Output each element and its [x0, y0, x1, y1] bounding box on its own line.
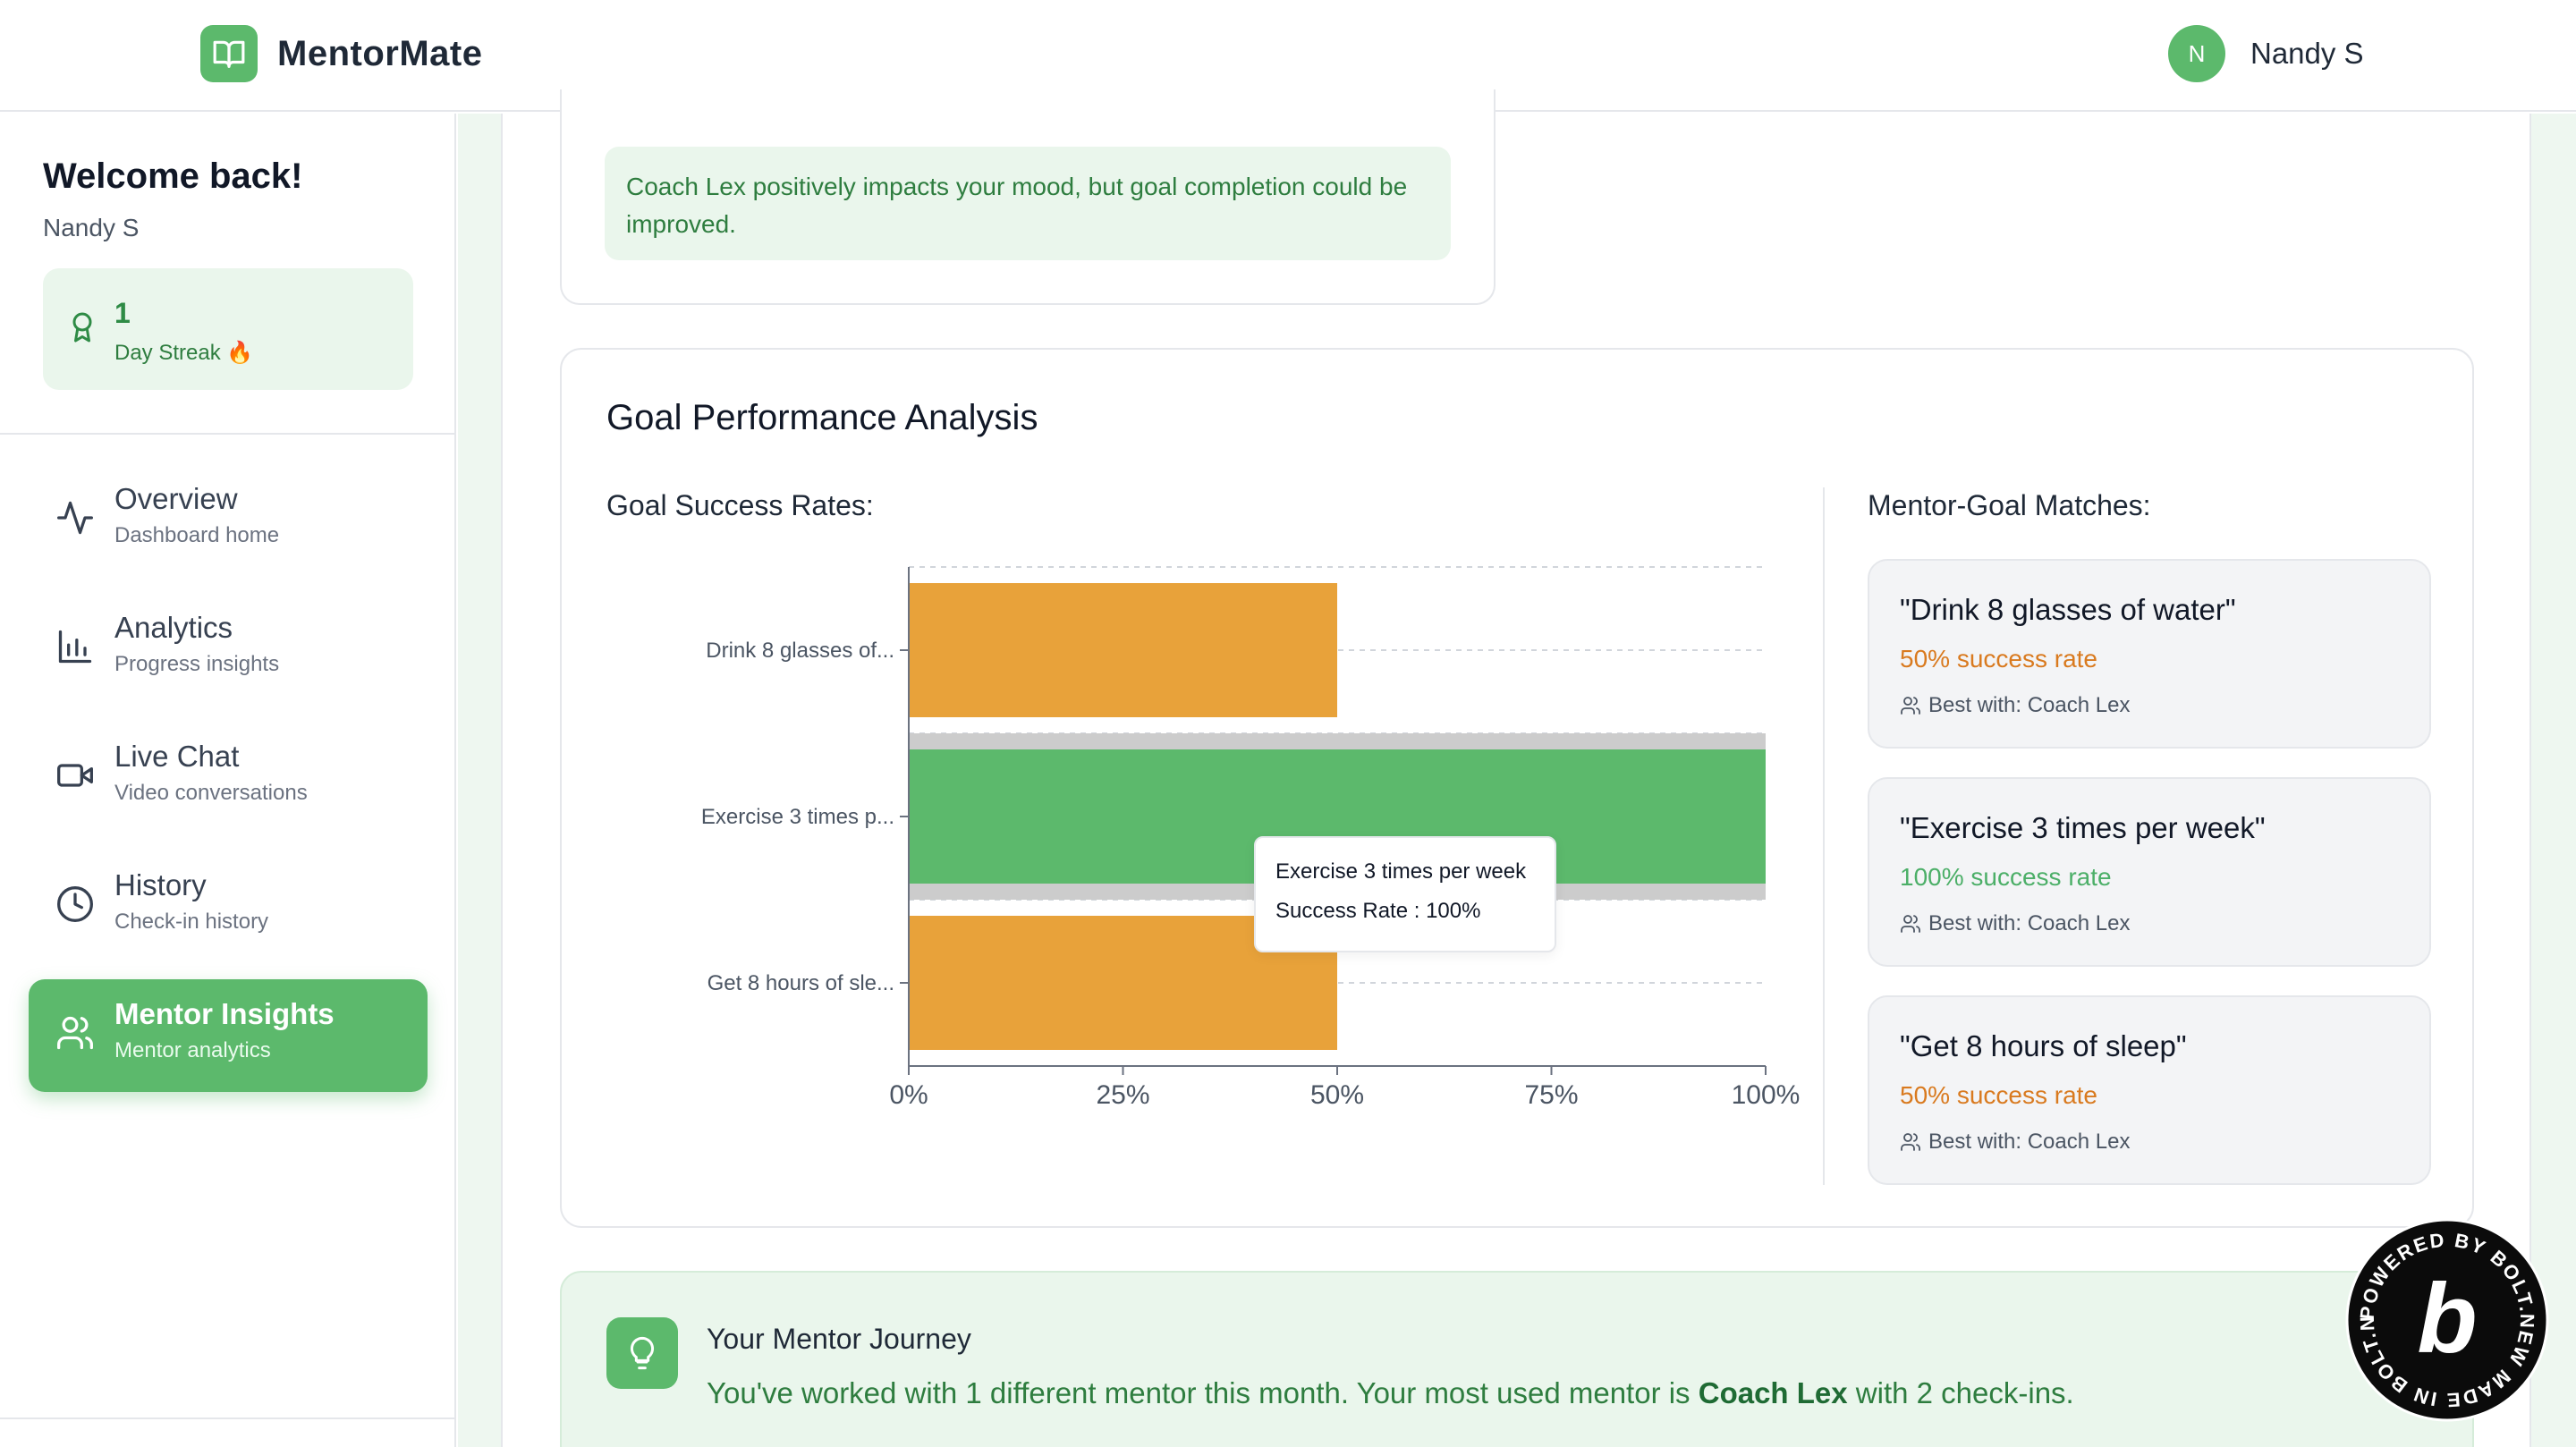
- users-icon: [55, 1013, 95, 1053]
- sidebar-item-overview[interactable]: Overview Dashboard home: [29, 464, 428, 577]
- sidebar-item-analytics[interactable]: Analytics Progress insights: [29, 593, 428, 706]
- brand[interactable]: MentorMate: [200, 25, 482, 82]
- bolt-badge[interactable]: POWERED BY BOLT.NEW MADE IN BOLT.NEW b: [2335, 1200, 2549, 1422]
- mentor-impact-insight: Coach Lex positively impacts your mood, …: [605, 147, 1451, 260]
- welcome-user-name: Nandy S: [43, 214, 140, 241]
- badge-letter: b: [2417, 1264, 2477, 1374]
- journey-text-after: with 2 check-ins.: [1847, 1376, 2074, 1409]
- goal-performance-card: Goal Performance Analysis Goal Success R…: [560, 348, 2474, 1228]
- goal-success-rates-label: Goal Success Rates:: [606, 489, 874, 521]
- mentor-goal-matches-label: Mentor-Goal Matches:: [1868, 489, 2151, 521]
- match-rate: 50% success rate: [1900, 645, 2097, 673]
- users-icon: [1901, 697, 1920, 715]
- nav-subtitle: Video conversations: [114, 781, 308, 805]
- match-rate: 50% success rate: [1900, 1081, 2097, 1109]
- welcome-heading: Welcome back!: [43, 157, 303, 196]
- nav-subtitle: Dashboard home: [114, 523, 280, 547]
- match-best: Best with: Coach Lex: [1900, 693, 2130, 718]
- users-icon: [1901, 1133, 1920, 1151]
- column-divider: [1823, 487, 1825, 1185]
- book-open-icon: [200, 25, 258, 82]
- match-best-text: Best with: Coach Lex: [1928, 693, 2131, 717]
- activity-icon: [55, 498, 95, 537]
- streak-card: 1 Day Streak 🔥: [43, 268, 413, 390]
- users-icon: [1901, 915, 1920, 933]
- nav-title: Mentor Insights: [114, 997, 335, 1030]
- sidebar-divider-bottom: [0, 1417, 454, 1419]
- nav-subtitle: Progress insights: [114, 652, 280, 676]
- streak-count: 1: [114, 297, 131, 329]
- nav-title: History: [114, 868, 207, 901]
- tooltip-value: Success Rate : 100%: [1275, 899, 1481, 923]
- sidebar-divider: [0, 433, 454, 435]
- match-rate: 100% success rate: [1900, 863, 2112, 891]
- match-card: "Exercise 3 times per week" 100% success…: [1868, 777, 2431, 967]
- lightbulb-icon: [606, 1317, 678, 1389]
- sidebar-item-history[interactable]: History Check-in history: [29, 850, 428, 963]
- nav-title: Live Chat: [114, 740, 240, 773]
- match-title: "Get 8 hours of sleep": [1900, 1029, 2187, 1062]
- streak-label: Day Streak 🔥: [114, 341, 254, 365]
- video-icon: [55, 756, 95, 795]
- nav-subtitle: Mentor analytics: [114, 1038, 271, 1062]
- match-card: "Drink 8 glasses of water" 50% success r…: [1868, 559, 2431, 749]
- user-name: Nandy S: [2250, 37, 2364, 70]
- clock-icon: [55, 884, 95, 924]
- section-title: Goal Performance Analysis: [606, 398, 1038, 437]
- tooltip-title: Exercise 3 times per week: [1275, 859, 1527, 884]
- sidebar-item-mentor-insights[interactable]: Mentor Insights Mentor analytics: [29, 979, 428, 1092]
- nav-subtitle: Check-in history: [114, 910, 269, 934]
- journey-mentor: Coach Lex: [1698, 1376, 1848, 1409]
- chart-tooltip: Exercise 3 times per week Success Rate :…: [1254, 836, 1556, 952]
- journey-text-before: You've worked with 1 different mentor th…: [707, 1376, 1699, 1409]
- journey-title: Your Mentor Journey: [707, 1323, 971, 1355]
- sidebar: Welcome back! Nandy S 1 Day Streak 🔥 Ove…: [0, 114, 456, 1447]
- match-best: Best with: Coach Lex: [1900, 1130, 2130, 1155]
- brand-name: MentorMate: [277, 33, 483, 73]
- avatar: N: [2168, 25, 2225, 82]
- match-title: "Exercise 3 times per week": [1900, 811, 2266, 844]
- nav-title: Analytics: [114, 611, 233, 644]
- nav-title: Overview: [114, 482, 238, 515]
- mentor-journey-card: Your Mentor Journey You've worked with 1…: [560, 1271, 2474, 1447]
- award-icon: [66, 309, 98, 350]
- match-card: "Get 8 hours of sleep" 50% success rate …: [1868, 995, 2431, 1185]
- match-best: Best with: Coach Lex: [1900, 911, 2130, 936]
- sidebar-item-live-chat[interactable]: Live Chat Video conversations: [29, 722, 428, 834]
- match-best-text: Best with: Coach Lex: [1928, 1130, 2131, 1154]
- bar-chart-icon: [55, 627, 95, 666]
- match-best-text: Best with: Coach Lex: [1928, 911, 2131, 935]
- match-title: "Drink 8 glasses of water": [1900, 593, 2236, 626]
- journey-text: You've worked with 1 different mentor th…: [707, 1376, 2074, 1410]
- user-menu[interactable]: N Nandy S: [2168, 25, 2364, 82]
